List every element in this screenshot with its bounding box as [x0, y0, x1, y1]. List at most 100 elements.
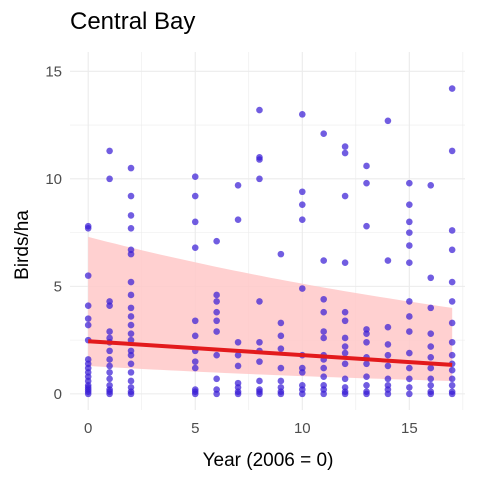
- data-point: [363, 360, 370, 368]
- data-point: [298, 216, 306, 224]
- data-point: [191, 244, 199, 251]
- data-point: [427, 381, 435, 389]
- data-point: [191, 192, 199, 200]
- x-tick-label: 5: [191, 420, 199, 437]
- data-point: [106, 147, 113, 155]
- data-point: [363, 330, 370, 337]
- data-point: [320, 295, 327, 303]
- data-point: [448, 366, 456, 374]
- y-tick-label: 10: [45, 171, 62, 188]
- data-point: [277, 332, 285, 340]
- data-point: [234, 216, 242, 224]
- data-point: [363, 338, 370, 346]
- data-point: [127, 225, 135, 232]
- data-point: [127, 390, 135, 398]
- data-point: [406, 328, 413, 335]
- data-point: [191, 390, 199, 398]
- y-tick-label: 5: [54, 278, 62, 295]
- data-point: [84, 302, 92, 310]
- data-point: [234, 362, 242, 370]
- data-point: [191, 173, 199, 181]
- data-point: [363, 390, 370, 398]
- data-point: [406, 349, 413, 357]
- data-point: [341, 192, 349, 200]
- data-point: [427, 390, 435, 398]
- data-point: [448, 227, 456, 234]
- data-point: [127, 336, 135, 344]
- data-point: [256, 358, 263, 365]
- data-point: [406, 384, 413, 391]
- data-point: [106, 369, 113, 376]
- fit-line: [88, 339, 453, 367]
- data-point: [106, 347, 113, 355]
- data-point: [106, 302, 113, 310]
- data-point: [406, 313, 413, 320]
- data-point: [127, 313, 135, 320]
- data-point: [256, 338, 263, 346]
- data-point: [213, 291, 220, 299]
- y-tick-label: 15: [45, 63, 62, 80]
- data-point: [127, 164, 135, 172]
- data-point: [213, 375, 220, 383]
- data-point: [384, 117, 392, 125]
- x-tick-label: 10: [294, 420, 311, 437]
- data-point: [256, 298, 263, 305]
- data-point: [298, 201, 306, 208]
- data-point: [341, 317, 349, 325]
- data-point: [341, 259, 349, 267]
- data-point: [191, 358, 199, 365]
- data-point: [320, 373, 327, 380]
- data-point: [448, 147, 456, 155]
- data-point: [341, 390, 349, 398]
- data-point: [341, 308, 349, 316]
- data-point: [298, 188, 306, 196]
- data-point: [427, 375, 435, 383]
- data-point: [106, 356, 113, 363]
- data-point: [448, 246, 456, 254]
- data-point: [384, 257, 392, 264]
- data-point: [448, 390, 456, 398]
- data-point: [84, 272, 92, 279]
- data-point: [234, 182, 242, 189]
- data-point: [427, 343, 435, 350]
- data-point: [127, 369, 135, 376]
- data-point: [341, 143, 349, 150]
- data-point: [427, 274, 435, 282]
- data-point: [341, 334, 349, 342]
- data-point: [427, 354, 435, 361]
- y-tick-label: 0: [54, 386, 62, 403]
- data-point: [427, 182, 435, 189]
- data-point: [213, 351, 220, 359]
- x-tick-label: 15: [401, 420, 418, 437]
- data-point: [341, 343, 349, 350]
- data-point: [84, 390, 92, 398]
- data-point: [256, 156, 263, 163]
- data-point: [127, 360, 135, 368]
- data-point: [363, 381, 370, 389]
- data-point: [127, 304, 135, 312]
- data-point: [277, 377, 285, 385]
- data-point: [448, 85, 456, 92]
- data-point: [448, 338, 456, 346]
- data-point: [213, 237, 220, 245]
- data-point: [127, 291, 135, 299]
- data-point: [363, 222, 370, 230]
- data-point: [256, 377, 263, 385]
- data-point: [84, 321, 92, 329]
- data-point: [341, 349, 349, 357]
- data-point: [406, 390, 413, 398]
- data-point: [127, 250, 135, 258]
- data-point: [256, 390, 263, 398]
- data-point: [127, 278, 135, 286]
- data-point: [363, 162, 370, 170]
- data-point: [363, 179, 370, 187]
- data-point: [448, 375, 456, 383]
- data-point: [106, 175, 113, 183]
- data-point: [106, 328, 113, 335]
- data-point: [406, 259, 413, 267]
- data-point: [127, 330, 135, 337]
- tick-labels: 0 5 10 15 0 5 10 15: [45, 63, 417, 437]
- data-point: [213, 328, 220, 335]
- data-point: [320, 328, 327, 335]
- data-point: [406, 218, 413, 226]
